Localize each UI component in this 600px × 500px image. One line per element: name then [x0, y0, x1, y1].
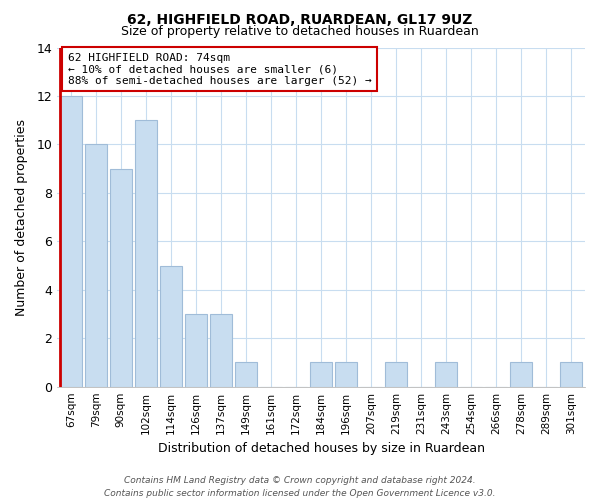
Bar [134, 120, 157, 386]
Bar [160, 266, 182, 386]
Text: 62 HIGHFIELD ROAD: 74sqm
← 10% of detached houses are smaller (6)
88% of semi-de: 62 HIGHFIELD ROAD: 74sqm ← 10% of detach… [68, 52, 371, 86]
Bar [235, 362, 257, 386]
Bar [435, 362, 457, 386]
Text: Contains HM Land Registry data © Crown copyright and database right 2024.
Contai: Contains HM Land Registry data © Crown c… [104, 476, 496, 498]
Bar [110, 168, 132, 386]
Bar [185, 314, 207, 386]
Bar [310, 362, 332, 386]
X-axis label: Distribution of detached houses by size in Ruardean: Distribution of detached houses by size … [158, 442, 485, 455]
Bar [85, 144, 107, 386]
Text: Size of property relative to detached houses in Ruardean: Size of property relative to detached ho… [121, 25, 479, 38]
Bar [59, 96, 82, 386]
Bar [209, 314, 232, 386]
Bar [385, 362, 407, 386]
Bar [510, 362, 532, 386]
Bar [335, 362, 358, 386]
Bar [560, 362, 583, 386]
Text: 62, HIGHFIELD ROAD, RUARDEAN, GL17 9UZ: 62, HIGHFIELD ROAD, RUARDEAN, GL17 9UZ [127, 12, 473, 26]
Y-axis label: Number of detached properties: Number of detached properties [15, 118, 28, 316]
